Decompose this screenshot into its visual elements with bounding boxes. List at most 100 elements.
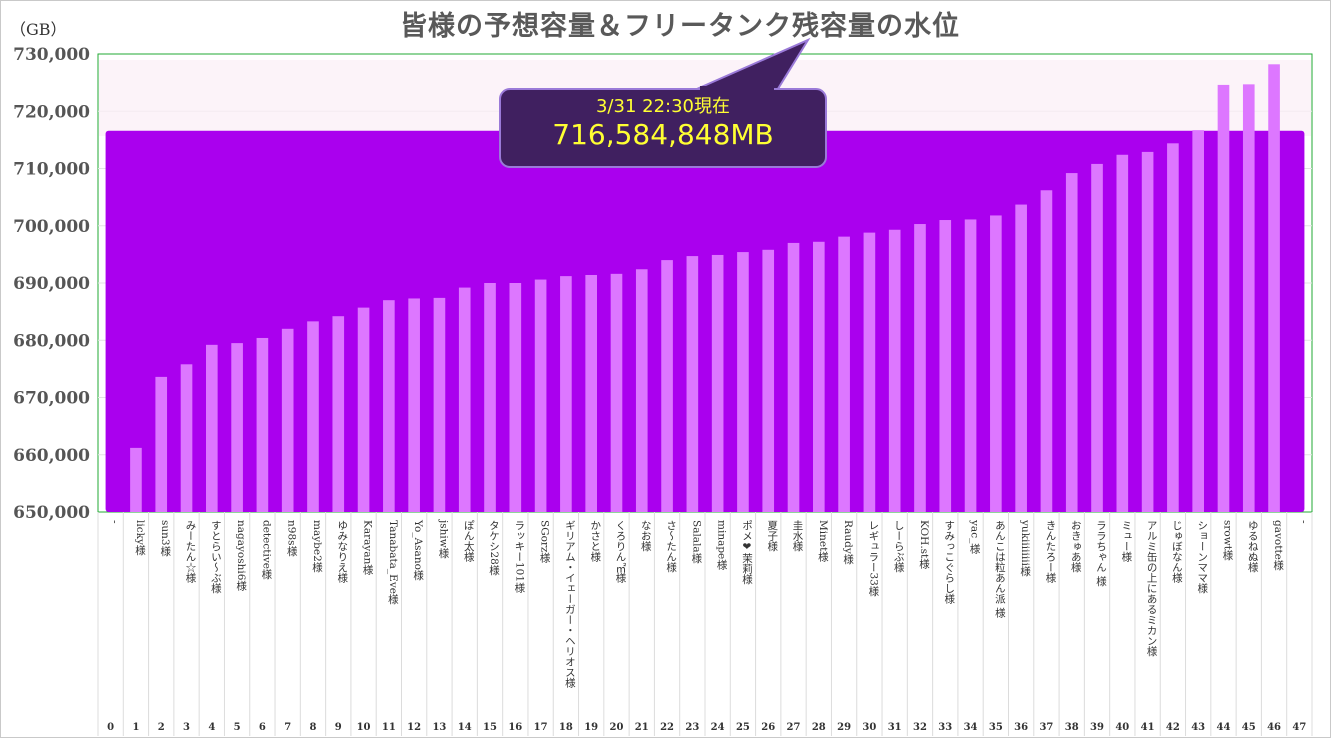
index-label: 34: [964, 722, 978, 733]
category-label: すみっこぐらし様: [943, 520, 955, 604]
category-label: おきゅあ様: [1070, 520, 1082, 573]
index-label: 10: [357, 722, 371, 733]
bar-14: [458, 287, 471, 512]
index-label: 30: [862, 722, 876, 733]
bar-4: [205, 344, 218, 512]
bar-26: [762, 249, 775, 513]
index-label: 45: [1242, 722, 1256, 733]
bar-6: [256, 337, 269, 512]
category-label: maybe2様: [311, 520, 323, 572]
y-tick-label: 700,000: [13, 217, 90, 237]
category-label: -: [1297, 520, 1309, 524]
index-label: 29: [837, 722, 851, 733]
category-label: ショーンママ様: [1196, 520, 1208, 594]
index-label: 13: [432, 722, 446, 733]
category-label: さ～たん様: [665, 520, 677, 573]
bar-33: [939, 220, 952, 512]
bar-20: [610, 273, 623, 512]
index-label: 15: [483, 722, 497, 733]
category-label: レギュラー33様: [867, 520, 879, 596]
chart-title: 皆様の予想容量＆フリータンク残容量の水位: [400, 11, 960, 42]
index-label: 41: [1141, 722, 1155, 733]
category-label: しーらぶ様: [893, 520, 905, 573]
index-label: 18: [559, 722, 573, 733]
bar-17: [534, 279, 547, 512]
bar-15: [484, 283, 496, 512]
index-label: 5: [234, 722, 241, 733]
index-label: 21: [635, 722, 649, 733]
category-label: n98s様: [286, 520, 298, 556]
callout-bubble: [499, 37, 827, 168]
index-label: 33: [938, 722, 952, 733]
index-label: 22: [660, 722, 674, 733]
category-label: かさと様: [589, 520, 601, 562]
index-label: 17: [534, 722, 548, 733]
bar-32: [914, 224, 926, 512]
callout-joint: [700, 86, 774, 94]
index-label: 7: [284, 722, 291, 733]
bar-37: [1040, 190, 1053, 512]
category-label: Salala様: [690, 520, 702, 563]
index-label: 26: [761, 722, 775, 733]
bar-41: [1141, 151, 1154, 512]
index-label: 36: [1014, 722, 1028, 733]
index-label: 38: [1065, 722, 1079, 733]
category-label: Raudy様: [842, 520, 854, 564]
index-label: 43: [1191, 722, 1205, 733]
bar-12: [408, 298, 420, 512]
bar-8: [307, 321, 319, 512]
category-label: yac_様: [969, 519, 981, 554]
y-tick-label: 650,000: [13, 503, 90, 523]
index-label: 4: [208, 722, 215, 733]
index-label: 24: [711, 722, 725, 733]
index-label: 0: [107, 722, 114, 733]
category-label: nagayoshi6様: [235, 520, 247, 591]
bar-43: [1192, 130, 1205, 512]
callout-value: 716,584,848MB: [552, 118, 774, 151]
index-label: 16: [508, 722, 522, 733]
water-level-area: [105, 130, 1305, 512]
y-tick-label: 730,000: [13, 45, 90, 65]
category-label: licky様: [134, 520, 146, 555]
bar-46: [1268, 64, 1280, 513]
index-label: 35: [989, 722, 1003, 733]
category-label: ララちゃん 様: [1095, 520, 1107, 586]
bar-34: [964, 219, 977, 512]
index-label: 1: [132, 722, 139, 733]
bar-30: [863, 232, 876, 512]
index-label: 32: [913, 722, 927, 733]
category-label: yukiiiiiiii様: [1019, 519, 1031, 576]
category-label: Tanabata_Eve様: [387, 520, 399, 605]
category-label: ポメ❤茉莉様: [741, 520, 753, 585]
bar-44: [1217, 84, 1230, 512]
index-label: 6: [259, 722, 266, 733]
bar-22: [661, 260, 673, 512]
callout-text: 3/31 22:30現在 716,584,848MB: [500, 92, 826, 152]
category-label: gavotte様: [1272, 520, 1284, 570]
y-tick-label: 720,000: [13, 102, 90, 122]
category-label: ミュー様: [1120, 520, 1132, 562]
index-label: 19: [584, 722, 598, 733]
category-label: みーたん☆様: [185, 520, 197, 583]
index-label: 37: [1039, 722, 1053, 733]
category-label: 夏子様: [766, 520, 778, 552]
index-label: 23: [685, 722, 699, 733]
bar-9: [332, 316, 345, 512]
y-unit-label: （GB）: [10, 20, 67, 39]
bar-21: [635, 269, 648, 512]
category-label: Yo_Asano様: [412, 519, 424, 580]
bar-36: [1015, 204, 1027, 512]
index-label: 39: [1090, 722, 1104, 733]
bar-11: [383, 300, 395, 512]
category-label: srowt様: [1221, 520, 1233, 560]
callout-box: [499, 88, 827, 168]
y-tick-label: 660,000: [13, 446, 90, 466]
category-label: minape様: [716, 520, 728, 570]
bar-7: [281, 328, 294, 512]
bar-1: [130, 447, 142, 512]
index-label: 44: [1217, 722, 1231, 733]
y-tick-label: 690,000: [13, 274, 90, 294]
category-label: なお様: [640, 520, 652, 552]
callout-date: 3/31 22:30現在: [595, 96, 730, 117]
